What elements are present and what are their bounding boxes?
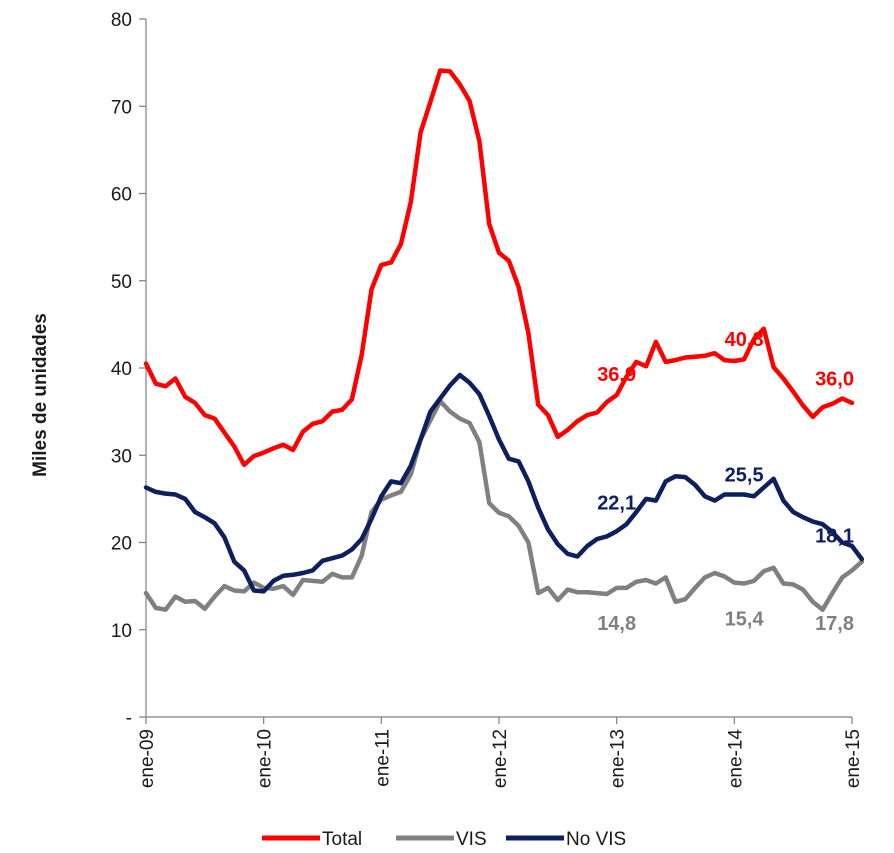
y-axis: - 10 20 30 40 50 60 70 80 [111,10,147,729]
y-axis-title: Miles de unidades [30,313,51,477]
data-label-layer: 36,9 40,8 36,0 22,1 25,5 18,1 14,8 15,4 17,8 [597,329,854,635]
y-tick-label: 20 [111,534,132,555]
series-layer [143,68,865,612]
y-tick-label: 10 [111,621,132,642]
y-tick-label: - [126,708,132,729]
x-axis: ene-09 ene-10 ene-11 ene-12 ene-13 ene-14 ene-… [137,716,864,789]
legend: Total VIS No VIS [262,829,626,850]
data-label: 40,8 [725,329,764,351]
legend-label: Total [322,829,362,850]
x-tick-label: ene-13 [608,729,629,788]
y-tick-label: 50 [111,272,132,293]
x-tick-label: ene-10 [255,729,276,788]
data-label: 14,8 [597,613,636,635]
legend-label: VIS [456,829,487,850]
data-label: 17,8 [815,613,854,635]
data-label: 22,1 [597,492,636,514]
data-label: 36,9 [597,364,636,386]
y-tick-label: 40 [111,359,132,380]
data-label: 18,1 [815,526,854,548]
series-line-total [143,68,855,468]
y-tick-label: 30 [111,446,132,467]
series-line-vis [143,398,865,612]
x-tick-label: ene-09 [137,729,158,788]
data-label: 25,5 [725,464,764,486]
x-tick-label: ene-12 [490,729,511,788]
x-tick-label: ene-14 [725,729,746,789]
x-tick-label: ene-15 [843,729,864,788]
y-tick-label: 60 [111,185,132,206]
y-tick-label: 80 [111,10,132,31]
data-label: 15,4 [725,608,765,630]
series-line-no-vis [143,372,865,594]
legend-label: No VIS [566,829,626,850]
data-label: 36,0 [815,368,854,390]
y-tick-label: 70 [111,97,132,118]
x-tick-label: ene-11 [372,729,393,787]
